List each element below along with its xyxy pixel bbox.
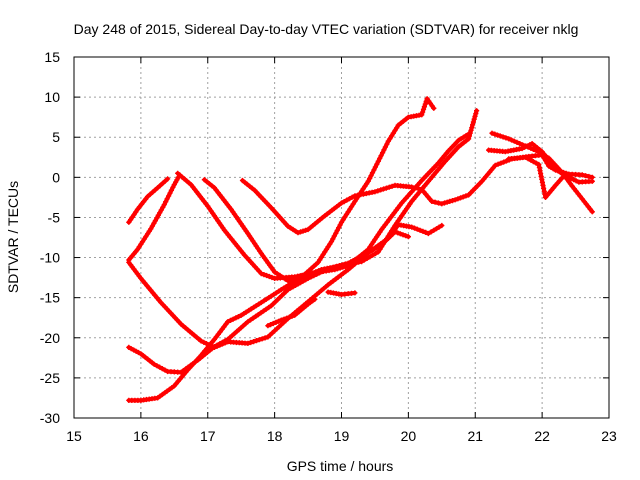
y-axis-ticks: 15 10 5 0 -5 -10 -15 -20 -25 -30 <box>40 49 609 426</box>
series-arc-e <box>126 108 480 403</box>
x-tick-label: 23 <box>601 428 617 444</box>
y-tick-label: -30 <box>40 410 60 426</box>
series-arc-b <box>126 172 183 263</box>
x-tick-label: 19 <box>334 428 350 444</box>
y-tick-label: -20 <box>40 330 60 346</box>
series-markers <box>325 289 358 298</box>
series-arc-a <box>126 176 171 225</box>
series-markers <box>506 154 569 200</box>
series-line <box>126 108 479 403</box>
x-axis-ticks: 15 16 17 18 19 20 21 22 23 <box>66 57 617 444</box>
y-tick-label: 10 <box>44 89 60 105</box>
x-tick-label: 18 <box>267 428 283 444</box>
series-markers <box>126 176 171 225</box>
series-arc-i <box>265 296 318 329</box>
y-tick-label: 0 <box>52 169 60 185</box>
x-tick-label: 21 <box>467 428 483 444</box>
series-arc-m <box>506 154 569 200</box>
series-markers <box>265 296 318 329</box>
series-markers <box>126 108 480 403</box>
series-line <box>202 96 436 283</box>
y-tick-label: 5 <box>52 129 60 145</box>
series-markers <box>175 131 472 281</box>
data-series <box>126 96 595 403</box>
x-tick-label: 15 <box>66 428 82 444</box>
y-tick-label: -10 <box>40 250 60 266</box>
series-arc-g <box>201 96 437 284</box>
plot-frame <box>73 56 610 419</box>
x-tick-label: 17 <box>200 428 216 444</box>
y-tick-label: -5 <box>48 209 61 225</box>
x-axis-label: GPS time / hours <box>287 458 394 474</box>
series-arc-j <box>325 289 358 298</box>
series-markers <box>201 96 437 284</box>
series-arc-h <box>239 152 595 236</box>
x-tick-label: 22 <box>534 428 550 444</box>
x-tick-label: 16 <box>133 428 149 444</box>
y-tick-label: 15 <box>44 49 60 65</box>
x-tick-label: 20 <box>401 428 417 444</box>
y-tick-label: -25 <box>40 370 60 386</box>
series-arc-f <box>175 131 472 281</box>
y-tick-label: -15 <box>40 290 60 306</box>
y-axis-label: SDTVAR / TECUs <box>5 181 21 293</box>
chart-title: Day 248 of 2015, Sidereal Day-to-day VTE… <box>74 21 579 37</box>
